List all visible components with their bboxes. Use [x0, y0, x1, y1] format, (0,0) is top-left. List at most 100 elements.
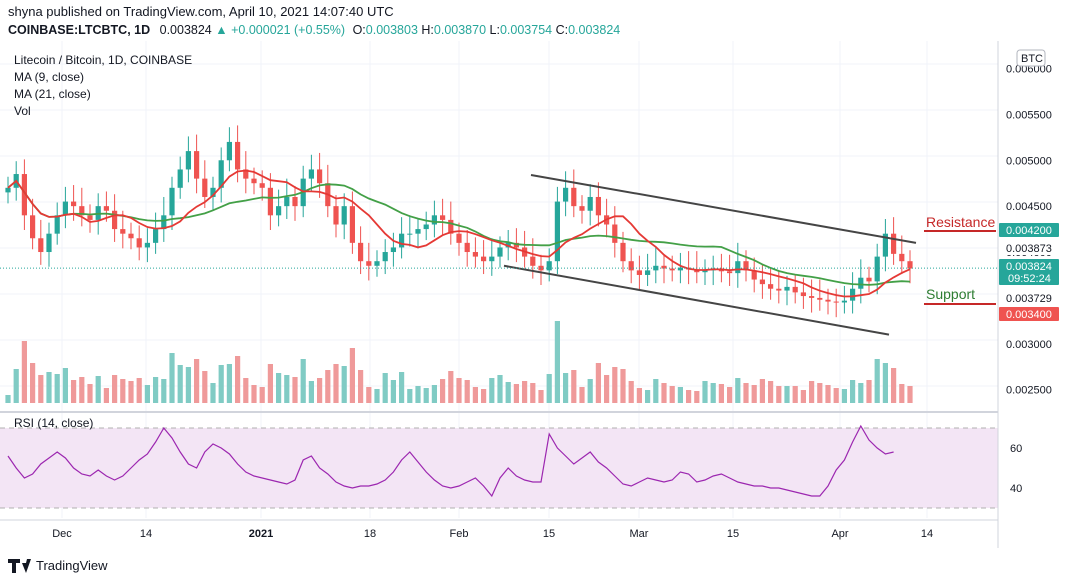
tradingview-logo[interactable]: TradingView	[8, 558, 108, 573]
candle-body	[735, 261, 741, 274]
currency-badge[interactable]: BTC	[1016, 49, 1046, 67]
price-badge	[999, 307, 1059, 321]
volume-bar	[390, 380, 396, 403]
volume-bar	[120, 379, 126, 403]
volume-bar	[472, 387, 478, 403]
volume-bar	[563, 373, 569, 403]
volume-bar	[612, 367, 618, 403]
candle-body	[87, 215, 93, 220]
volume-bar	[87, 384, 93, 403]
volume-bar	[858, 383, 864, 403]
candle-body	[661, 265, 667, 269]
legend-rsi[interactable]: RSI (14, close)	[14, 416, 93, 430]
price-badge-value: 0.004200	[1006, 225, 1052, 237]
volume-bar	[538, 390, 544, 403]
volume-bar	[522, 381, 528, 403]
volume-bar	[874, 359, 880, 403]
volume-bar	[727, 387, 733, 403]
volume-bar	[407, 389, 413, 403]
volume-bar	[817, 383, 823, 403]
volume-bar	[677, 387, 683, 403]
volume-bar	[513, 384, 519, 403]
volume-bar	[653, 379, 659, 403]
legend-vol[interactable]: Vol	[14, 104, 31, 118]
candle-body	[677, 267, 683, 271]
volume-bar	[71, 380, 77, 403]
volume-bar	[13, 369, 19, 403]
volume-bar	[440, 379, 446, 403]
volume-bar	[358, 370, 364, 403]
volume-bar	[907, 386, 913, 403]
volume-bar	[259, 387, 265, 403]
legend-title: Litecoin / Bitcoin, 1D, COINBASE	[14, 53, 192, 67]
volume-bar	[743, 383, 749, 403]
candle-body	[103, 206, 109, 211]
volume-bar	[153, 377, 159, 403]
volume-bar	[431, 385, 437, 403]
ma9-line	[7, 169, 911, 298]
publisher-line: shyna published on TradingView.com, Apri…	[8, 4, 394, 19]
candle-body	[390, 247, 396, 253]
volume-bar	[792, 386, 798, 403]
candle-body	[185, 151, 191, 170]
volume-bar	[456, 378, 462, 403]
volume-bar	[79, 377, 85, 403]
candle-body	[202, 178, 208, 197]
candle-body	[374, 261, 380, 266]
candle-body	[620, 242, 626, 262]
legend-ma21[interactable]: MA (21, close)	[14, 87, 91, 101]
volume-bar	[382, 373, 388, 403]
volume-bar	[571, 370, 577, 403]
candle-body	[481, 256, 487, 262]
volume-bar	[38, 375, 44, 403]
volume-bar	[300, 359, 306, 403]
low-value: 0.003754	[499, 23, 553, 37]
volume-bar	[579, 387, 585, 403]
volume-bar	[415, 386, 421, 403]
price-badge-value: 0.003873	[1006, 243, 1052, 255]
candle-body	[161, 215, 167, 230]
volume-bar	[144, 385, 150, 403]
candle-body	[218, 160, 224, 188]
support-label: Support	[926, 286, 975, 302]
candle-body	[349, 206, 355, 243]
volume-bar	[292, 377, 298, 403]
candle-body	[448, 219, 454, 234]
candle-body	[235, 141, 241, 170]
candle-body	[136, 238, 142, 248]
time-tick-label: 14	[921, 528, 933, 540]
candle-body	[62, 201, 68, 216]
price-tick-label: 0.003000	[1006, 339, 1052, 351]
rsi-line	[7, 424, 894, 498]
rsi-tick-label: 60	[1010, 443, 1022, 455]
candle-body	[210, 187, 216, 197]
open-value: 0.003803	[365, 23, 418, 37]
price-badge	[999, 259, 1059, 285]
up-arrow-icon: ▲	[215, 23, 228, 37]
high-label: H:	[421, 23, 434, 37]
volume-bar	[448, 371, 454, 403]
candle-body	[54, 215, 60, 234]
volume-bar	[620, 369, 626, 403]
rsi-tick-label: 40	[1010, 483, 1022, 495]
candle-body	[71, 201, 77, 207]
volume-bar	[177, 365, 183, 403]
candle-body	[358, 242, 364, 262]
candle-body	[595, 196, 601, 216]
high-value: 0.003870	[433, 23, 487, 37]
candle-body	[415, 229, 421, 234]
legend-ma9[interactable]: MA (9, close)	[14, 70, 84, 84]
time-tick-label: 15	[727, 528, 739, 540]
candle-body	[776, 288, 782, 291]
candle-body	[333, 206, 339, 225]
candle-body	[768, 284, 774, 289]
candle-body	[489, 256, 495, 262]
volume-bar	[595, 363, 601, 403]
volume-bar	[669, 386, 675, 403]
time-tick-label: 15	[543, 528, 555, 540]
symbol-label: COINBASE:LTCBTC, 1D	[8, 23, 151, 37]
volume-bar	[497, 375, 503, 403]
candle-body	[792, 286, 798, 293]
